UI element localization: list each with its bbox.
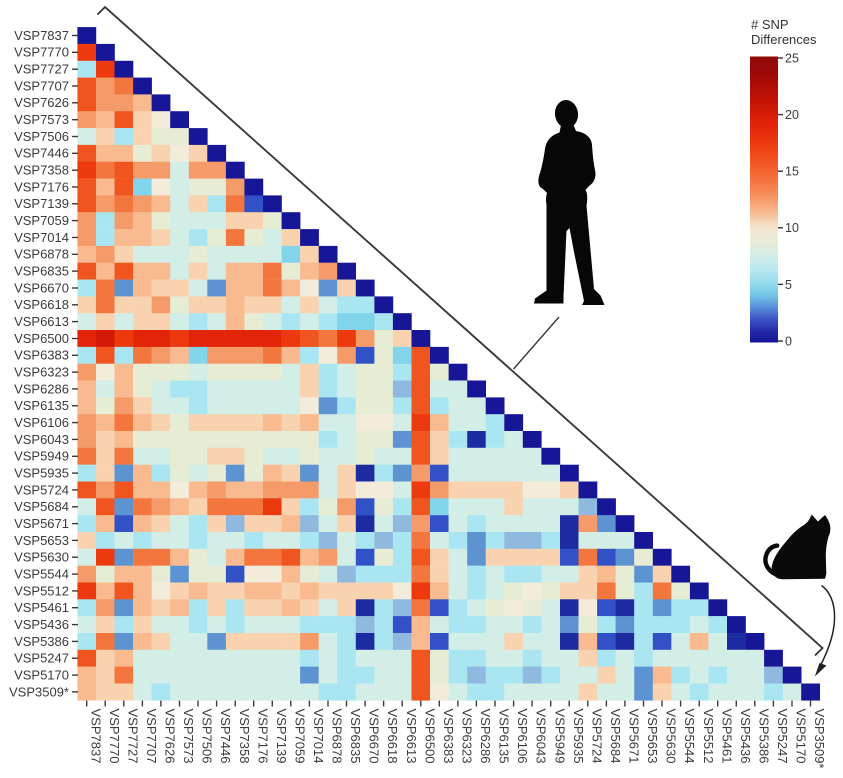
svg-text:VSP7727: VSP7727 — [14, 62, 69, 77]
svg-text:VSP6135: VSP6135 — [497, 709, 512, 764]
svg-text:VSP5653: VSP5653 — [14, 533, 69, 548]
svg-text:VSP5630: VSP5630 — [14, 550, 69, 565]
svg-text:VSP7727: VSP7727 — [125, 709, 140, 764]
svg-text:VSP3509*: VSP3509* — [9, 684, 69, 699]
svg-text:VSP6878: VSP6878 — [330, 709, 345, 764]
svg-text:VSP6835: VSP6835 — [348, 709, 363, 764]
svg-text:VSP7707: VSP7707 — [14, 78, 69, 93]
svg-text:VSP6286: VSP6286 — [478, 709, 493, 764]
svg-text:VSP6500: VSP6500 — [422, 709, 437, 764]
svg-text:VSP7506: VSP7506 — [14, 129, 69, 144]
svg-text:VSP6618: VSP6618 — [385, 709, 400, 764]
svg-text:VSP3509*: VSP3509* — [812, 709, 827, 769]
svg-text:VSP5949: VSP5949 — [552, 709, 567, 764]
svg-text:VSP7014: VSP7014 — [14, 230, 69, 245]
svg-text:VSP7770: VSP7770 — [14, 45, 69, 60]
svg-text:VSP7059: VSP7059 — [14, 213, 69, 228]
svg-text:VSP6835: VSP6835 — [14, 264, 69, 279]
svg-text:VSP5544: VSP5544 — [682, 709, 697, 764]
svg-text:VSP7837: VSP7837 — [88, 709, 103, 764]
svg-text:VSP6383: VSP6383 — [441, 709, 456, 764]
svg-text:VSP5949: VSP5949 — [14, 449, 69, 464]
svg-text:VSP7506: VSP7506 — [200, 709, 215, 764]
svg-text:0: 0 — [785, 334, 792, 348]
svg-text:20: 20 — [785, 108, 799, 122]
svg-text:15: 15 — [785, 165, 799, 179]
svg-text:VSP7837: VSP7837 — [14, 28, 69, 43]
svg-text:VSP7573: VSP7573 — [14, 112, 69, 127]
svg-text:VSP6878: VSP6878 — [14, 247, 69, 262]
svg-text:VSP7446: VSP7446 — [14, 146, 69, 161]
svg-text:VSP6043: VSP6043 — [14, 432, 69, 447]
svg-text:VSP5461: VSP5461 — [14, 600, 69, 615]
svg-text:VSP6613: VSP6613 — [14, 314, 69, 329]
svg-text:VSP6670: VSP6670 — [14, 280, 69, 295]
svg-text:VSP7626: VSP7626 — [14, 95, 69, 110]
svg-text:VSP5512: VSP5512 — [14, 583, 69, 598]
svg-text:5: 5 — [785, 278, 792, 292]
svg-text:VSP7139: VSP7139 — [14, 196, 69, 211]
svg-text:VSP6323: VSP6323 — [14, 365, 69, 380]
svg-text:VSP5935: VSP5935 — [571, 709, 586, 764]
svg-text:VSP7770: VSP7770 — [107, 709, 122, 764]
svg-text:VSP6106: VSP6106 — [14, 415, 69, 430]
svg-text:VSP5512: VSP5512 — [701, 709, 716, 764]
svg-text:VSP6106: VSP6106 — [515, 709, 530, 764]
svg-text:VSP5247: VSP5247 — [14, 651, 69, 666]
svg-text:VSP5671: VSP5671 — [14, 516, 69, 531]
svg-text:VSP7176: VSP7176 — [14, 179, 69, 194]
svg-text:VSP5653: VSP5653 — [645, 709, 660, 764]
svg-text:VSP5684: VSP5684 — [14, 499, 69, 514]
svg-text:Differences: Differences — [751, 32, 817, 47]
svg-text:VSP5386: VSP5386 — [14, 634, 69, 649]
svg-text:VSP6043: VSP6043 — [534, 709, 549, 764]
svg-text:VSP5671: VSP5671 — [627, 709, 642, 764]
svg-text:VSP7358: VSP7358 — [14, 163, 69, 178]
svg-text:VSP6323: VSP6323 — [460, 709, 475, 764]
svg-text:VSP5724: VSP5724 — [589, 709, 604, 764]
svg-text:VSP5461: VSP5461 — [719, 709, 734, 764]
svg-text:VSP5724: VSP5724 — [14, 482, 69, 497]
svg-text:VSP6135: VSP6135 — [14, 398, 69, 413]
svg-text:VSP7014: VSP7014 — [311, 709, 326, 764]
svg-text:VSP7446: VSP7446 — [218, 709, 233, 764]
svg-text:VSP6286: VSP6286 — [14, 381, 69, 396]
svg-text:VSP7573: VSP7573 — [181, 709, 196, 764]
svg-text:VSP5684: VSP5684 — [608, 709, 623, 764]
svg-text:VSP5436: VSP5436 — [738, 709, 753, 764]
svg-text:VSP7626: VSP7626 — [163, 709, 178, 764]
svg-text:VSP5436: VSP5436 — [14, 617, 69, 632]
svg-text:VSP7059: VSP7059 — [292, 709, 307, 764]
svg-text:VSP5630: VSP5630 — [664, 709, 679, 764]
svg-text:VSP5386: VSP5386 — [756, 709, 771, 764]
svg-text:VSP5170: VSP5170 — [794, 709, 809, 764]
svg-text:VSP5544: VSP5544 — [14, 567, 69, 582]
svg-text:VSP6670: VSP6670 — [367, 709, 382, 764]
svg-text:10: 10 — [785, 221, 799, 235]
svg-text:VSP7707: VSP7707 — [144, 709, 159, 764]
svg-text:VSP6618: VSP6618 — [14, 297, 69, 312]
svg-text:VSP6383: VSP6383 — [14, 348, 69, 363]
svg-text:25: 25 — [785, 52, 799, 66]
svg-text:VSP7139: VSP7139 — [274, 709, 289, 764]
svg-text:VSP7358: VSP7358 — [237, 709, 252, 764]
svg-text:VSP7176: VSP7176 — [255, 709, 270, 764]
svg-text:# SNP: # SNP — [751, 17, 789, 32]
svg-text:VSP5247: VSP5247 — [775, 709, 790, 764]
svg-text:VSP5170: VSP5170 — [14, 668, 69, 683]
svg-text:VSP6500: VSP6500 — [14, 331, 69, 346]
svg-text:VSP5935: VSP5935 — [14, 466, 69, 481]
svg-text:VSP6613: VSP6613 — [404, 709, 419, 764]
